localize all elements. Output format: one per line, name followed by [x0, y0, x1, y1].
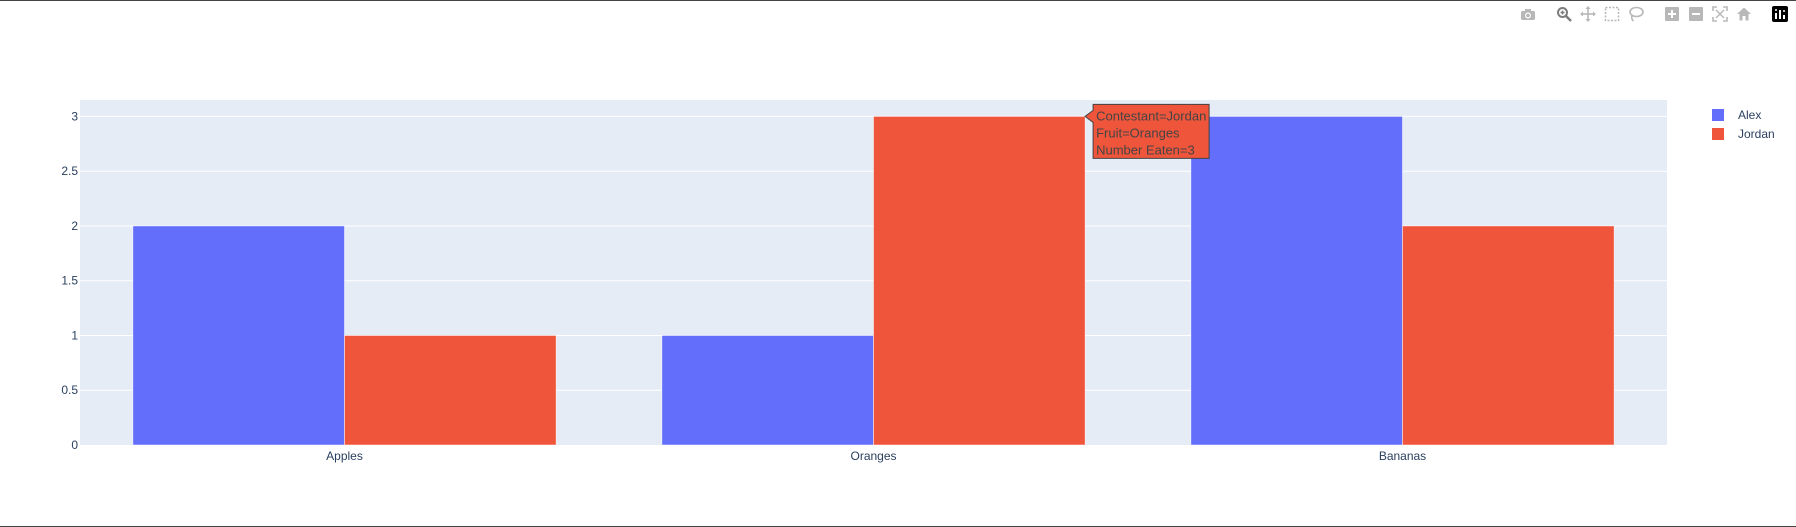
bar-jordan-apples[interactable] [344, 335, 557, 446]
zoom-in-icon [1665, 7, 1679, 21]
zoom-button[interactable] [1554, 4, 1574, 24]
legend-label: Jordan [1738, 127, 1775, 141]
reset-axes-icon [1737, 7, 1751, 21]
y-tick-label: 2.5 [61, 164, 78, 178]
plotly-logo-icon [1772, 6, 1788, 22]
zoom-icon [1557, 7, 1572, 22]
x-axis-ticks: Apples Oranges Bananas [326, 449, 1426, 463]
y-tick-label: 2 [71, 219, 78, 233]
y-axis-ticks: 0 0.5 1 1.5 2 2.5 3 [61, 109, 78, 452]
x-tick-label: Oranges [850, 449, 896, 463]
tooltip-line: Number Eaten=3 [1096, 142, 1195, 157]
camera-icon [1521, 9, 1535, 20]
y-tick-label: 1.5 [61, 274, 78, 288]
pan-icon [1580, 6, 1596, 22]
camera-button[interactable] [1518, 4, 1538, 24]
zoom-out-button[interactable] [1686, 4, 1706, 24]
x-tick-label: Bananas [1379, 449, 1426, 463]
lasso-select-button[interactable] [1626, 4, 1646, 24]
y-tick-label: 1 [71, 328, 78, 342]
autoscale-button[interactable] [1710, 4, 1730, 24]
legend-swatch [1712, 109, 1724, 121]
box-select-icon [1604, 6, 1620, 22]
zoom-out-icon [1689, 7, 1703, 21]
legend-item-alex[interactable]: Alex [1712, 108, 1761, 122]
y-tick-label: 3 [71, 109, 78, 123]
modebar [1518, 4, 1790, 24]
reset-axes-button[interactable] [1734, 4, 1754, 24]
lasso-select-icon [1629, 6, 1644, 22]
tooltip-line: Fruit=Oranges [1096, 125, 1180, 140]
pan-button[interactable] [1578, 4, 1598, 24]
plotly-logo-button[interactable] [1770, 4, 1790, 24]
autoscale-icon [1712, 6, 1728, 22]
x-tick-label: Apples [326, 449, 363, 463]
bars[interactable] [132, 116, 1615, 446]
bar-jordan-oranges[interactable] [873, 116, 1086, 446]
hover-tooltip: Contestant=Jordan Fruit=Oranges Number Eat… [1084, 103, 1210, 159]
bar-alex-oranges[interactable] [661, 335, 874, 446]
bar-alex-apples[interactable] [132, 225, 345, 446]
zoom-in-button[interactable] [1662, 4, 1682, 24]
legend-swatch [1712, 128, 1724, 140]
tooltip-line: Contestant=Jordan [1096, 108, 1206, 123]
bar-jordan-bananas[interactable] [1402, 225, 1615, 446]
legend-label: Alex [1738, 108, 1761, 122]
legend[interactable]: Alex Jordan [1712, 108, 1775, 141]
box-select-button[interactable] [1602, 4, 1622, 24]
y-tick-label: 0 [71, 438, 78, 452]
legend-item-jordan[interactable]: Jordan [1712, 127, 1775, 141]
bar-alex-bananas[interactable] [1190, 116, 1403, 446]
y-tick-label: 0.5 [61, 383, 78, 397]
tooltip-box [1084, 103, 1210, 159]
